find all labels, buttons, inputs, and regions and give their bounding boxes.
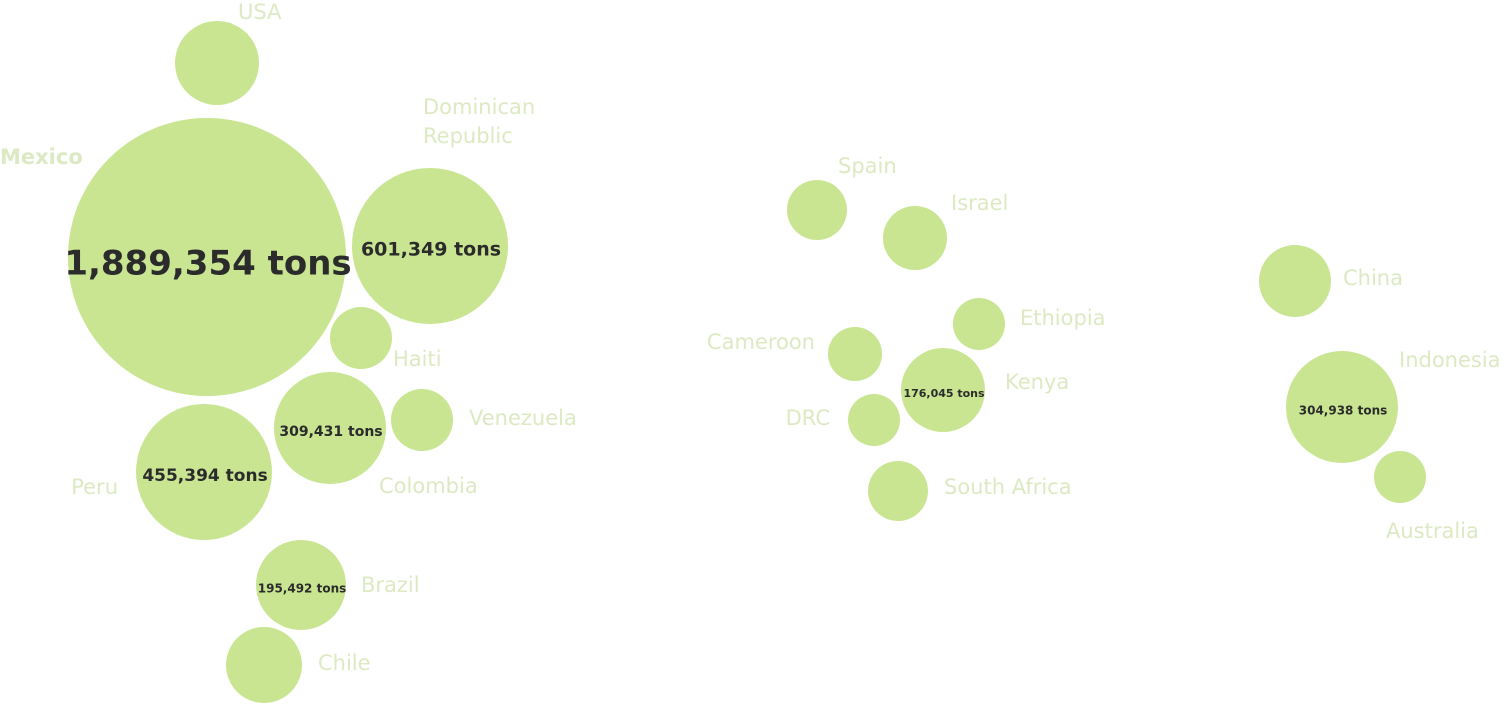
bubble-brazil [256,540,346,630]
bubble-group-south-africa: South Africa [868,461,1072,521]
bubble-group-usa: USA [175,0,282,105]
country-label-ethiopia: Ethiopia [1020,306,1106,330]
bubble-south-africa [868,461,928,521]
country-label-venezuela: Venezuela [469,406,577,430]
bubble-venezuela [391,389,453,451]
bubble-group-drc: DRC [786,394,900,446]
country-label-indonesia: Indonesia [1399,348,1501,372]
bubble-group-spain: Spain [787,154,897,240]
country-label-south-africa: South Africa [944,475,1072,499]
value-label-colombia: 309,431 tons [279,424,382,440]
bubble-kenya [901,348,985,432]
bubble-dominican-republic [352,168,508,324]
bubble-china [1259,245,1331,317]
value-label-mexico: 1,889,354 tons [64,244,351,284]
bubble-cameroon [828,327,882,381]
bubble-chile [226,627,302,703]
country-label-israel: Israel [951,191,1008,215]
bubble-group-brazil: Brazil 195,492 tons [256,540,420,630]
bubble-indonesia [1286,351,1398,463]
bubble-group-ethiopia: Ethiopia [953,298,1106,350]
bubble-ethiopia [953,298,1005,350]
bubble-spain [787,180,847,240]
value-label-peru: 455,394 tons [142,466,267,486]
country-label-usa: USA [238,0,282,24]
bubble-group-australia: Australia [1374,451,1479,543]
bubble-group-dominican-republic: Dominican Republic 601,349 tons [352,95,535,324]
bubble-group-mexico: Mexico 1,889,354 tons [0,118,352,396]
bubble-group-venezuela: Venezuela [391,389,577,451]
bubble-peru [136,404,272,540]
bubble-group-colombia: Colombia 309,431 tons [274,372,478,498]
bubble-haiti [330,307,392,369]
bubble-group-china: China [1259,245,1403,317]
country-label-spain: Spain [838,154,897,178]
value-label-indonesia: 304,938 tons [1299,404,1388,418]
bubble-israel [883,206,947,270]
bubble-group-haiti: Haiti [330,307,442,371]
bubble-group-peru: Peru 455,394 tons [71,404,272,540]
bubble-drc [848,394,900,446]
bubble-group-cameroon: Cameroon [707,327,882,381]
country-label-chile: Chile [318,651,371,675]
country-label-drc: DRC [786,406,830,430]
bubble-colombia [274,372,386,484]
country-label-kenya: Kenya [1005,370,1069,394]
bubble-group-chile: Chile [226,627,371,703]
bubble-group-kenya: Kenya 176,045 tons [901,348,1069,432]
country-label-china: China [1343,266,1403,290]
country-label-peru: Peru [71,475,118,499]
bubble-usa [175,21,259,105]
country-label-cameroon: Cameroon [707,330,815,354]
bubble-mexico [68,118,346,396]
country-label-haiti: Haiti [393,347,442,371]
bubble-group-indonesia: Indonesia 304,938 tons [1286,348,1501,463]
country-label-dominican-republic: Dominican Republic [423,95,535,148]
country-label-brazil: Brazil [361,573,420,597]
bubble-australia [1374,451,1426,503]
bubble-group-israel: Israel [883,191,1008,270]
country-label-colombia: Colombia [379,474,478,498]
value-label-dominican-republic: 601,349 tons [361,239,501,261]
value-label-kenya: 176,045 tons [903,387,985,400]
value-label-brazil: 195,492 tons [258,582,347,596]
country-label-australia: Australia [1386,519,1479,543]
country-label-mexico: Mexico [0,145,83,169]
